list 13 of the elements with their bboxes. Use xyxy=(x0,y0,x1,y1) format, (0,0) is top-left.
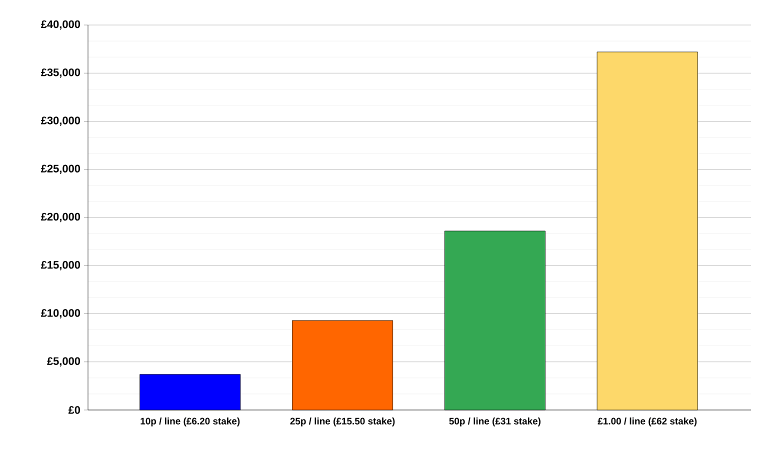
x-tick-label: £1.00 / line (£62 stake) xyxy=(598,418,697,426)
x-tick-label: 10p / line (£6.20 stake) xyxy=(140,418,240,426)
y-tick-label: £5,000 xyxy=(47,357,80,367)
y-tick-label: £10,000 xyxy=(40,309,80,318)
y-tick-label: £40,000 xyxy=(40,20,80,30)
y-tick-label: £15,000 xyxy=(40,260,80,270)
x-tick-label: 25p / line (£15.50 stake) xyxy=(290,418,395,426)
y-tick-label: £35,000 xyxy=(40,68,80,78)
x-tick-label: 50p / line (£31 stake) xyxy=(449,418,541,426)
y-tick-label: £0 xyxy=(68,406,80,414)
y-tick-label: £30,000 xyxy=(40,116,80,126)
y-tick-label: £20,000 xyxy=(40,212,80,222)
y-tick-label: £25,000 xyxy=(40,164,80,174)
